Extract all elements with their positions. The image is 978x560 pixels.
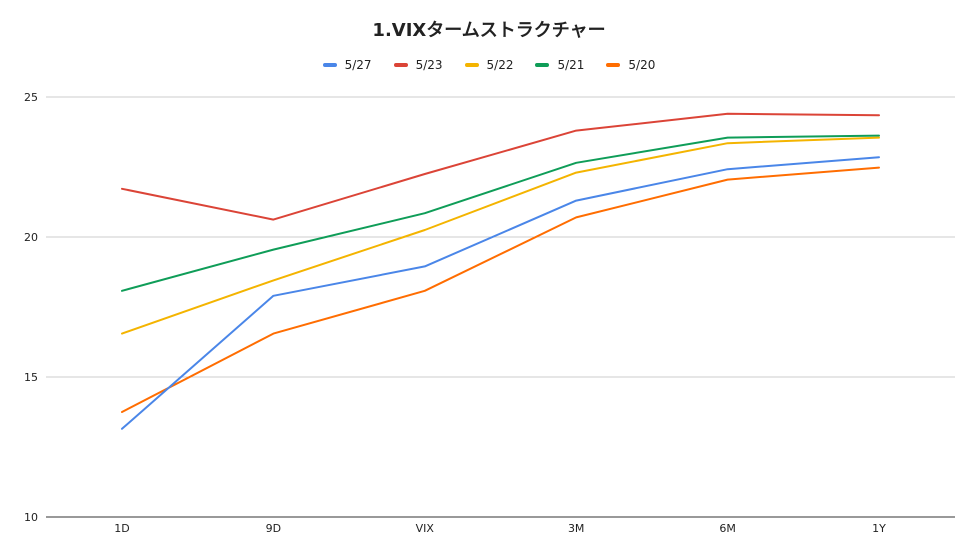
y-tick-label: 10	[24, 511, 38, 524]
series-line-5-21	[121, 134, 880, 292]
x-tick-label: 3M	[568, 522, 585, 535]
x-tick-label: VIX	[416, 522, 435, 535]
legend-item: 5/21	[535, 58, 584, 72]
legend-item: 5/22	[464, 58, 514, 72]
legend-label: 5/21	[557, 58, 585, 72]
series-line-5-27	[121, 156, 880, 430]
series-line-5-22	[121, 136, 880, 335]
legend-item: 5/23	[393, 58, 443, 72]
legend-swatch	[535, 63, 550, 67]
x-tick-label: 6M	[719, 522, 736, 535]
series-line-5-20	[121, 166, 880, 413]
y-tick-label: 25	[24, 91, 38, 104]
legend-swatch	[322, 63, 337, 67]
legend-swatch	[464, 63, 479, 67]
legend-label: 5/27	[344, 58, 372, 72]
chart-title: 1.VIXタームストラクチャー	[372, 20, 606, 41]
x-tick-label: 9D	[266, 522, 281, 535]
legend: 5/27 5/23 5/22 5/21 5/20	[0, 58, 978, 72]
x-tick-label: 1D	[114, 522, 129, 535]
legend-label: 5/20	[628, 58, 656, 72]
legend-label: 5/22	[486, 58, 514, 72]
legend-item: 5/27	[322, 58, 372, 72]
legend-item: 5/20	[606, 58, 655, 72]
legend-swatch	[606, 63, 621, 67]
series-line-5-23	[121, 112, 880, 221]
legend-swatch	[393, 63, 408, 67]
legend-label: 5/23	[415, 58, 443, 72]
y-tick-label: 15	[24, 371, 38, 384]
x-tick-label: 1Y	[872, 522, 886, 535]
y-tick-label: 20	[24, 231, 38, 244]
